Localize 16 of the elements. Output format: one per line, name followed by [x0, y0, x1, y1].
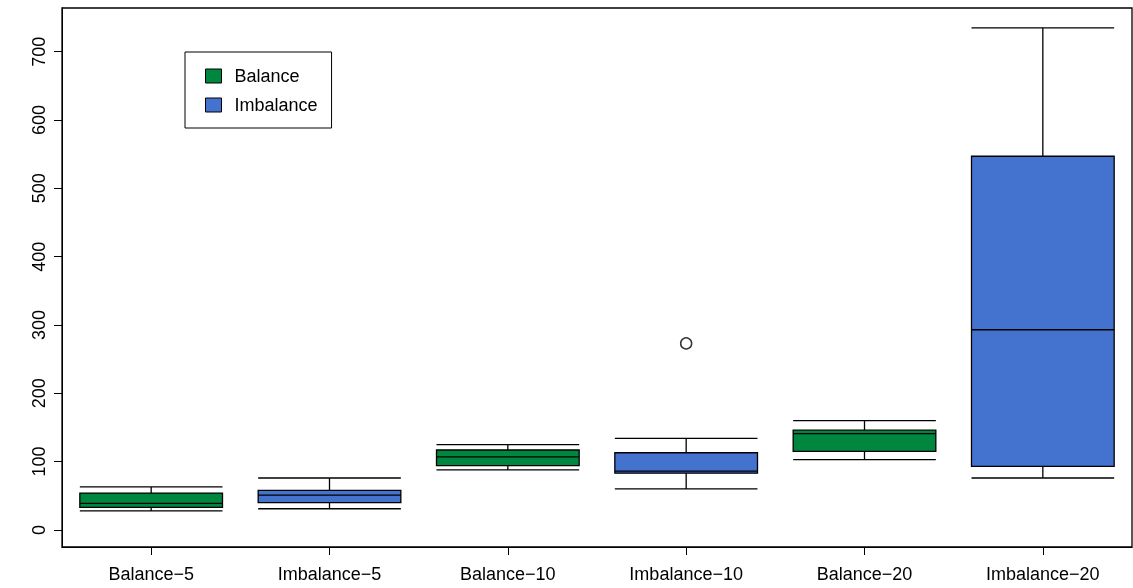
- x-tick-label: Balance−5: [108, 564, 194, 584]
- x-tick-label: Balance−20: [816, 564, 913, 584]
- y-tick-label: 0: [29, 524, 49, 535]
- x-tick-label: Imbalance−10: [629, 564, 743, 584]
- y-tick-label: 500: [29, 173, 49, 204]
- y-tick-label: 600: [29, 105, 49, 136]
- x-tick-label: Imbalance−5: [277, 564, 382, 584]
- y-tick-label: 200: [29, 378, 49, 409]
- x-tick-label: Balance−10: [460, 564, 556, 584]
- legend-label: Balance: [234, 66, 300, 86]
- y-tick-label: 100: [29, 446, 49, 477]
- y-tick-label: 300: [29, 309, 49, 340]
- x-tick-label: Imbalance−20: [986, 564, 1100, 584]
- y-tick-label: 700: [29, 36, 49, 67]
- legend-label: Imbalance: [234, 95, 318, 115]
- y-tick-label: 400: [29, 241, 49, 272]
